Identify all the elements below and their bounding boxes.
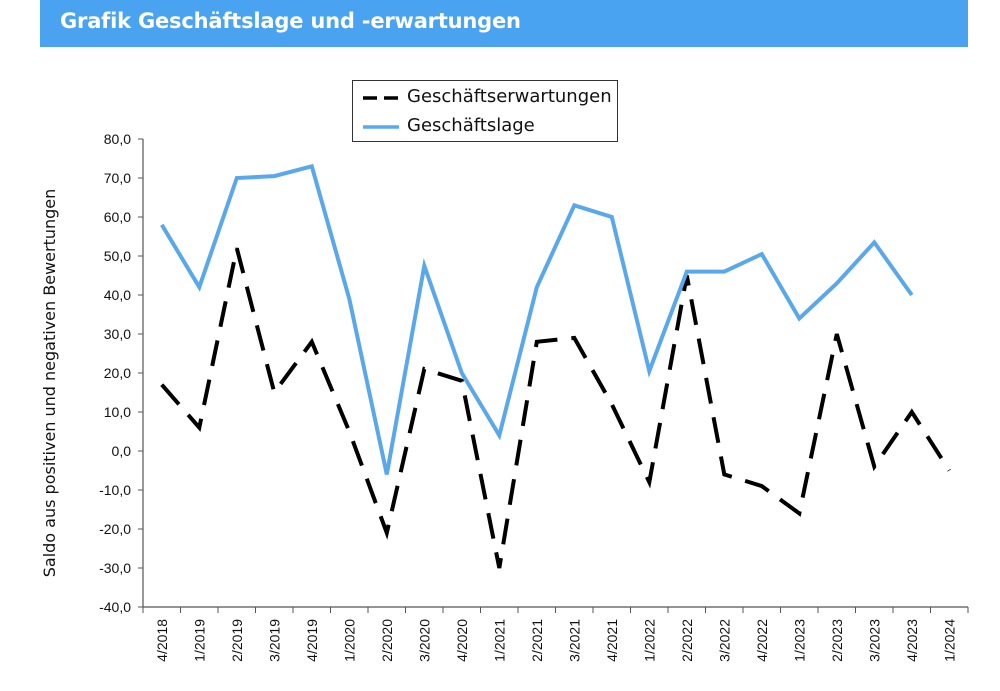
- y-tick-label: 70,0: [104, 170, 131, 186]
- dashed-line-swatch-icon: [363, 96, 399, 100]
- x-tick-label: 3/2019: [266, 619, 282, 662]
- y-tick-label: -40,0: [99, 599, 131, 615]
- y-axis-label: Saldo aus positiven und negativen Bewert…: [40, 189, 59, 578]
- x-tick-label: 2/2023: [829, 619, 845, 662]
- x-tick-label: 1/2021: [491, 619, 507, 662]
- y-tick-label: -20,0: [99, 521, 131, 537]
- x-tick-label: 2/2021: [529, 619, 545, 662]
- x-tick-label: 4/2019: [304, 619, 320, 662]
- x-tick-label: 4/2021: [604, 619, 620, 662]
- y-tick-label: 0,0: [112, 443, 132, 459]
- x-tick-label: 4/2020: [454, 619, 470, 662]
- y-tick-label: 10,0: [104, 404, 131, 420]
- y-tick-label: 50,0: [104, 248, 131, 264]
- title-banner: Grafik Geschäftslage und -erwartungen: [40, 0, 968, 47]
- x-tick-label: 2/2022: [679, 619, 695, 662]
- x-tick-label: 1/2023: [791, 619, 807, 662]
- x-tick-label: 1/2020: [341, 619, 357, 662]
- series-line-geschaeftslage: [160, 163, 914, 475]
- legend-label-geschaeftserwartungen: Geschäftserwartungen: [407, 86, 612, 107]
- x-tick-label: 3/2023: [866, 619, 882, 662]
- x-tick-label: 1/2019: [191, 619, 207, 662]
- chart-title: Grafik Geschäftslage und -erwartungen: [60, 9, 521, 33]
- legend-label-geschaeftslage: Geschäftslage: [407, 115, 535, 136]
- x-tick-label: 1/2022: [641, 619, 657, 662]
- y-tick-label: -30,0: [99, 560, 131, 576]
- legend-item-geschaeftserwartungen: Geschäftserwartungen: [361, 86, 612, 110]
- y-tick-label: 30,0: [104, 326, 131, 342]
- series-line-geschaeftserwartungen: [160, 247, 951, 569]
- x-tick-label: 3/2022: [716, 619, 732, 662]
- y-tick-label: 60,0: [104, 209, 131, 225]
- x-tick-label: 2/2020: [379, 619, 395, 662]
- legend-item-geschaeftslage: Geschäftslage: [361, 115, 611, 139]
- y-tick-label: 80,0: [104, 131, 131, 147]
- y-tick-label: 40,0: [104, 287, 131, 303]
- x-tick-label: 4/2018: [154, 619, 170, 662]
- x-tick-label: 4/2022: [754, 619, 770, 662]
- x-tick-label: 4/2023: [904, 619, 920, 662]
- y-tick-label: 20,0: [104, 365, 131, 381]
- x-tick-label: 2/2019: [229, 619, 245, 662]
- x-tick-label: 1/2024: [941, 619, 957, 662]
- x-tick-label: 3/2021: [566, 619, 582, 662]
- x-tick-label: 3/2020: [416, 619, 432, 662]
- y-tick-label: -10,0: [99, 482, 131, 498]
- legend: Geschäftserwartungen Geschäftslage: [352, 80, 618, 142]
- solid-line-swatch-icon: [363, 125, 399, 129]
